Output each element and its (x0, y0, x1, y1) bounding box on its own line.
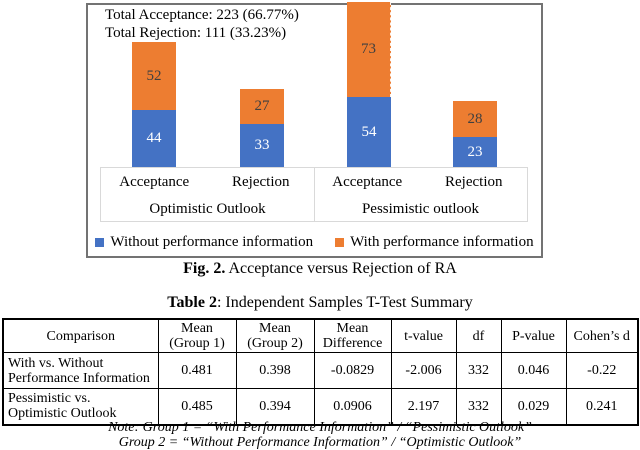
legend-item: Without performance information (95, 234, 313, 251)
bar-segment: 44 (132, 110, 176, 167)
table-title: Table 2: Independent Samples T-Test Summ… (0, 294, 640, 312)
bar-value-label: 52 (146, 67, 162, 84)
bar-value-label: 44 (146, 130, 162, 146)
category-label: Acceptance (332, 173, 403, 190)
table-cell: 0.046 (500, 352, 567, 389)
table-header-cell: P-value (500, 318, 567, 353)
category-label: Rejection (445, 173, 503, 190)
bar-segment: 28 (453, 101, 497, 137)
legend-swatch-icon (95, 238, 105, 247)
table-header-cell: Cohen’s d (565, 318, 639, 353)
bar-value-label: 73 (361, 41, 376, 57)
table-cell: 0.485 (157, 388, 237, 425)
group-label: Optimistic Outlook (149, 200, 266, 217)
legend-swatch-icon (335, 238, 345, 247)
table-title-label: Table 2 (167, 294, 217, 311)
bar-value-label: 27 (254, 98, 270, 114)
table-cell: With vs. Without Performance Information (2, 352, 159, 389)
group-label: Pessimistic outlook (361, 200, 480, 217)
table-row: Pessimistic vs. Optimistic Outlook 0.485 0… (2, 388, 639, 425)
figure-caption: Fig. 2. Acceptance versus Rejection of R… (0, 260, 640, 278)
chart-annotation: Total Acceptance: 223 (66.77%) Total Rej… (105, 6, 299, 42)
table-cell: 332 (455, 388, 502, 425)
table-cell: 0.0906 (313, 388, 392, 425)
ttest-summary-table: Comparison Mean (Group 1) Mean (Group 2) Me… (2, 318, 639, 426)
bar-segment: 33 (240, 124, 284, 167)
table-row: With vs. Without Performance Information… (2, 352, 639, 389)
table-header-cell: df (455, 318, 502, 353)
note-line-2: Group 2 = “Without Performance Informati… (118, 435, 522, 450)
table-cell: 0.481 (157, 352, 237, 389)
bar-segment: 27 (240, 89, 284, 124)
bar-segment: 23 (453, 137, 497, 167)
table-header-cell: t-value (390, 318, 457, 353)
table-header-cell: Comparison (2, 318, 159, 353)
table-body: With vs. Without Performance Information… (2, 352, 639, 425)
bar-value-label: 33 (254, 137, 270, 153)
category-labels: Acceptance Rejection Acceptance Rejection (101, 168, 527, 196)
category-label: Rejection (232, 173, 290, 190)
table-header-cell: Mean Difference (313, 318, 392, 353)
category-label: Acceptance (119, 173, 190, 190)
table-cell: 2.197 (390, 388, 457, 425)
table-header-cell: Mean (Group 2) (235, 318, 315, 353)
legend-label: With performance information (350, 234, 534, 250)
figure-caption-text: Acceptance versus Rejection of RA (225, 260, 457, 277)
chart-legend: Without performance information With perf… (88, 234, 541, 251)
total-acceptance-text: Total Acceptance: 223 (66.77%) (105, 7, 299, 23)
table-header-cell: Mean (Group 1) (157, 318, 237, 353)
legend-label: Without performance information (110, 234, 314, 250)
table-notes: Note: Group 1 = “With Performance Inform… (0, 420, 640, 450)
x-axis: Acceptance Rejection Acceptance Rejection O… (100, 167, 528, 222)
table-cell: 0.394 (235, 388, 315, 425)
figure-caption-label: Fig. 2. (183, 260, 226, 277)
bar-value-label: 28 (467, 110, 483, 127)
table-cell: Pessimistic vs. Optimistic Outlook (2, 388, 159, 425)
bar-segment: 52 (132, 42, 176, 110)
table-title-text: : Independent Samples T-Test Summary (216, 294, 473, 311)
table-cell: -2.006 (390, 352, 457, 389)
group-divider-line (314, 168, 315, 221)
table-cell: 0.029 (500, 388, 567, 425)
legend-item: With performance information (335, 234, 534, 251)
table-cell: 332 (455, 352, 502, 389)
table-cell: 0.398 (235, 352, 315, 389)
note-line-1: Note: Group 1 = “With Performance Inform… (108, 420, 532, 435)
table-header-row: Comparison Mean (Group 1) Mean (Group 2) Me… (2, 318, 639, 353)
figure-chart: Total Acceptance: 223 (66.77%) Total Rej… (86, 2, 543, 258)
plot-area: Total Acceptance: 223 (66.77%) Total Rej… (88, 2, 541, 256)
bar-segment: 73 (347, 2, 391, 97)
bar-segment: 54 (347, 97, 391, 167)
table-cell: -0.0829 (313, 352, 392, 389)
table-cell: -0.22 (565, 352, 639, 389)
table-cell: 0.241 (565, 388, 639, 425)
total-rejection-text: Total Rejection: 111 (33.23%) (105, 25, 287, 41)
bar-value-label: 23 (467, 143, 483, 160)
group-labels: Optimistic Outlook Pessimistic outlook (101, 196, 527, 222)
bar-value-label: 54 (361, 123, 377, 140)
